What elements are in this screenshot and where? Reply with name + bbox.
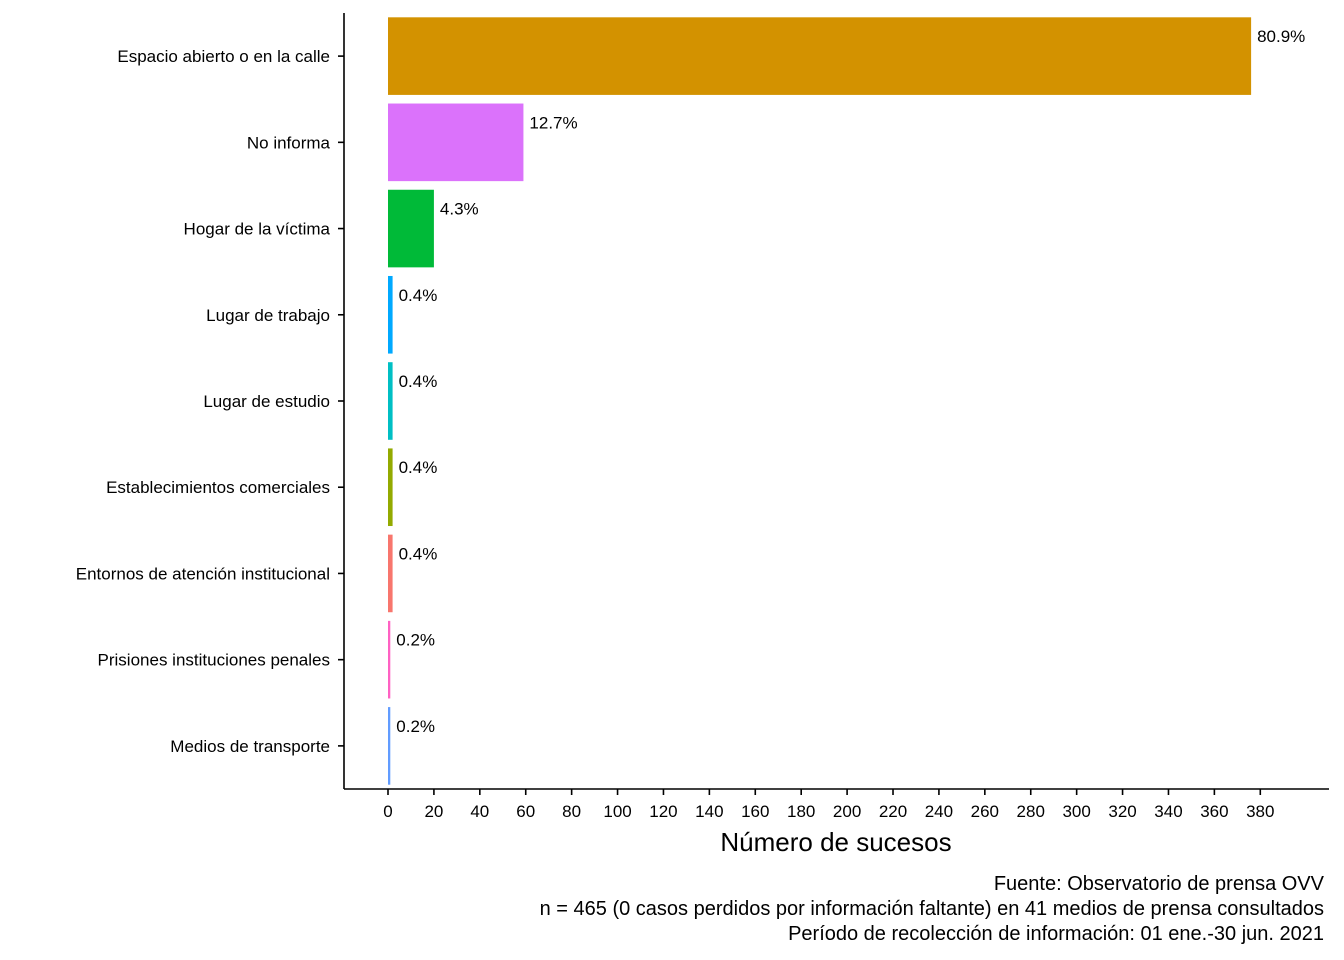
x-ticks-group: 0 20 40 60 80 100 120 140 160 180 200 220 240 260 280 3… [383,789,1274,821]
x-tick-label: 240 [925,802,953,821]
x-tick-label: 180 [787,802,815,821]
data-label: 12.7% [529,113,577,132]
category-label: No informa [247,133,331,152]
x-tick-label: 380 [1246,802,1274,821]
bar [388,103,524,182]
bar [388,275,393,354]
category-label: Prisiones instituciones penales [98,651,330,670]
data-label: 0.4% [399,544,438,563]
x-tick-label: 20 [424,802,443,821]
x-tick-label: 100 [603,802,631,821]
data-label: 0.4% [399,458,438,477]
bar [388,362,393,440]
x-tick-label: 80 [562,802,581,821]
bar [388,707,391,785]
category-labels-group: Espacio abierto o en la calle No informa H… [76,47,344,756]
data-labels-group: 80.9% 12.7% 4.3% 0.4% 0.4% 0.4% 0.4% 0.2% 0.2% [396,27,1305,736]
x-axis-title: Número de sucesos [720,827,951,857]
x-tick-label: 340 [1154,802,1182,821]
data-label: 0.2% [396,631,435,650]
data-label: 0.4% [399,286,438,305]
category-label: Espacio abierto o en la calle [117,47,330,66]
bar [388,534,393,613]
x-tick-label: 60 [516,802,535,821]
x-tick-label: 0 [383,802,392,821]
category-label: Hogar de la víctima [184,220,331,239]
bar [388,189,434,268]
x-tick-label: 360 [1200,802,1228,821]
data-label: 80.9% [1257,27,1305,46]
x-tick-label: 320 [1108,802,1136,821]
x-tick-label: 260 [971,802,999,821]
x-tick-label: 40 [470,802,489,821]
x-tick-label: 160 [741,802,769,821]
x-tick-label: 280 [1017,802,1045,821]
caption-source: Fuente: Observatorio de prensa OVV [994,873,1325,895]
category-label: Lugar de trabajo [206,306,330,325]
bar [388,448,393,527]
data-label: 0.4% [399,372,438,391]
category-label: Medios de transporte [170,737,330,756]
category-label: Entornos de atención institucional [76,564,330,583]
category-label: Lugar de estudio [203,392,330,411]
x-tick-label: 300 [1062,802,1090,821]
bars-group [388,17,1252,785]
bar [388,17,1252,95]
data-label: 4.3% [440,200,479,219]
bar [388,620,391,699]
caption-sample: n = 465 (0 casos perdidos por informació… [540,898,1324,920]
x-tick-label: 220 [879,802,907,821]
x-tick-label: 140 [695,802,723,821]
x-tick-label: 120 [649,802,677,821]
caption-period: Período de recolección de información: 0… [788,923,1324,945]
data-label: 0.2% [396,717,435,736]
category-label: Establecimientos comerciales [106,478,330,497]
x-tick-label: 200 [833,802,861,821]
